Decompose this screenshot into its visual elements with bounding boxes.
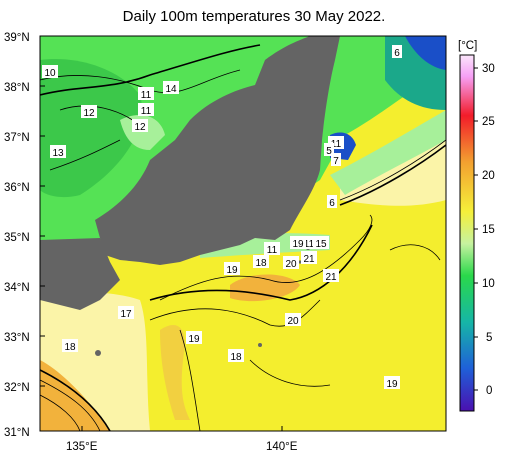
lon-ticks <box>81 426 283 431</box>
contour-label-box <box>384 376 400 389</box>
colder-water-ne <box>405 36 446 70</box>
contour-label-box <box>301 251 317 264</box>
map-field <box>40 36 446 431</box>
contour-label: 18 <box>64 342 76 353</box>
colorbar-tick-15: 15 <box>482 224 495 236</box>
warm-core-sw <box>40 360 110 431</box>
contour-label: 14 <box>165 84 177 95</box>
contour-labels: 6101112111412131157611161115191818202121… <box>42 45 402 390</box>
lat-tick-33: 33°N <box>4 332 30 344</box>
colorbar-tick-5: 5 <box>486 332 492 344</box>
contour-label-box <box>392 45 402 58</box>
lat-tick-34: 34°N <box>4 282 30 294</box>
map-frame <box>39 35 447 432</box>
contour-label: 11 <box>267 245 278 256</box>
island-2 <box>258 343 262 347</box>
contour-label-box <box>323 269 339 282</box>
warm-tongue <box>160 325 190 420</box>
lat-tick-37: 37°N <box>4 132 30 144</box>
colorbar-tick-10: 10 <box>482 278 495 290</box>
contour-label: 20 <box>287 316 299 327</box>
contour-label: 21 <box>325 272 337 283</box>
warm-core-south <box>230 274 300 302</box>
contour-label: 20 <box>285 259 297 270</box>
contour-label-box <box>290 236 306 249</box>
contour-label-box <box>228 349 244 362</box>
contour-label: 19 <box>188 334 200 345</box>
contour-label-box <box>283 256 299 269</box>
map-title: Daily 100m temperatures 30 May 2022. <box>122 8 386 25</box>
lat-ticks <box>40 85 45 387</box>
colorbar: [°C] 30 25 20 15 10 5 0 <box>458 40 495 412</box>
contour-label: 19 <box>292 239 304 250</box>
lat-tick-36: 36°N <box>4 182 30 194</box>
contour-label-box <box>138 87 154 100</box>
lat-tick-31: 31°N <box>4 427 30 439</box>
contour-label: 11 <box>304 239 315 250</box>
contour-label: 11 <box>141 106 152 117</box>
contour-label-box <box>186 331 202 344</box>
contour-label-box <box>62 339 78 352</box>
contour-label-box <box>138 103 154 116</box>
contour-label-box <box>81 105 97 118</box>
contour-label-box <box>324 143 334 156</box>
lat-tick-32: 32°N <box>4 382 30 394</box>
contour-label-box <box>224 262 240 275</box>
contour-label-box <box>163 81 179 94</box>
contour-label: 19 <box>386 379 398 390</box>
transition-band <box>330 110 446 195</box>
contour-label-box <box>285 313 301 326</box>
colorbar-tick-25: 25 <box>482 116 495 128</box>
bold-contours <box>40 44 446 431</box>
contour-label: 18 <box>255 258 267 269</box>
contour-label: 17 <box>120 309 132 320</box>
contour-label: 11 <box>141 90 152 101</box>
lat-tick-35: 35°N <box>4 232 30 244</box>
contour-label: 19 <box>226 265 238 276</box>
contour-label-box <box>50 145 66 158</box>
contour-label-box <box>264 242 280 255</box>
lat-tick-38: 38°N <box>4 82 30 94</box>
contour-label-box <box>327 195 337 208</box>
contour-label: 6 <box>329 198 335 209</box>
lat-tick-39: 39°N <box>4 32 30 44</box>
cool-eddy-center <box>120 115 165 150</box>
contour-label-box <box>132 119 148 132</box>
contour-label-box <box>118 306 134 319</box>
contour-label: 12 <box>134 122 146 133</box>
contour-label-box <box>42 65 58 78</box>
lon-axis: 135°E 140°E <box>66 441 298 453</box>
contour-label: 13 <box>52 148 64 159</box>
contour-label: 12 <box>83 108 95 119</box>
contour-label: 5 <box>326 146 332 157</box>
contour-label: 7 <box>333 156 339 167</box>
cool-eddy-west <box>40 59 142 198</box>
island-4 <box>298 260 302 264</box>
contour-label-box <box>331 153 341 166</box>
contour-label: 10 <box>44 68 56 79</box>
colorbar-unit: [°C] <box>458 40 477 52</box>
land-honshu <box>95 36 340 265</box>
contour-label: 11 <box>331 139 342 150</box>
lat-axis: 39°N 38°N 37°N 36°N 35°N 34°N 33°N 32°N … <box>4 32 30 439</box>
contour-label: 15 <box>315 239 327 250</box>
contour-label-box <box>313 236 329 249</box>
colorbar-tick-30: 30 <box>482 63 495 75</box>
island-1 <box>95 350 101 356</box>
lon-tick-135: 135°E <box>66 441 98 453</box>
contour-label-box <box>253 255 269 268</box>
colorbar-gradient <box>459 54 475 412</box>
contour-label: 18 <box>230 352 242 363</box>
contour-label: 21 <box>303 254 315 265</box>
land-west <box>40 238 120 310</box>
lon-tick-140: 140°E <box>266 441 298 453</box>
colorbar-tick-0: 0 <box>486 385 492 397</box>
colorbar-tick-20: 20 <box>482 170 495 182</box>
contour-label: 6 <box>394 48 400 59</box>
